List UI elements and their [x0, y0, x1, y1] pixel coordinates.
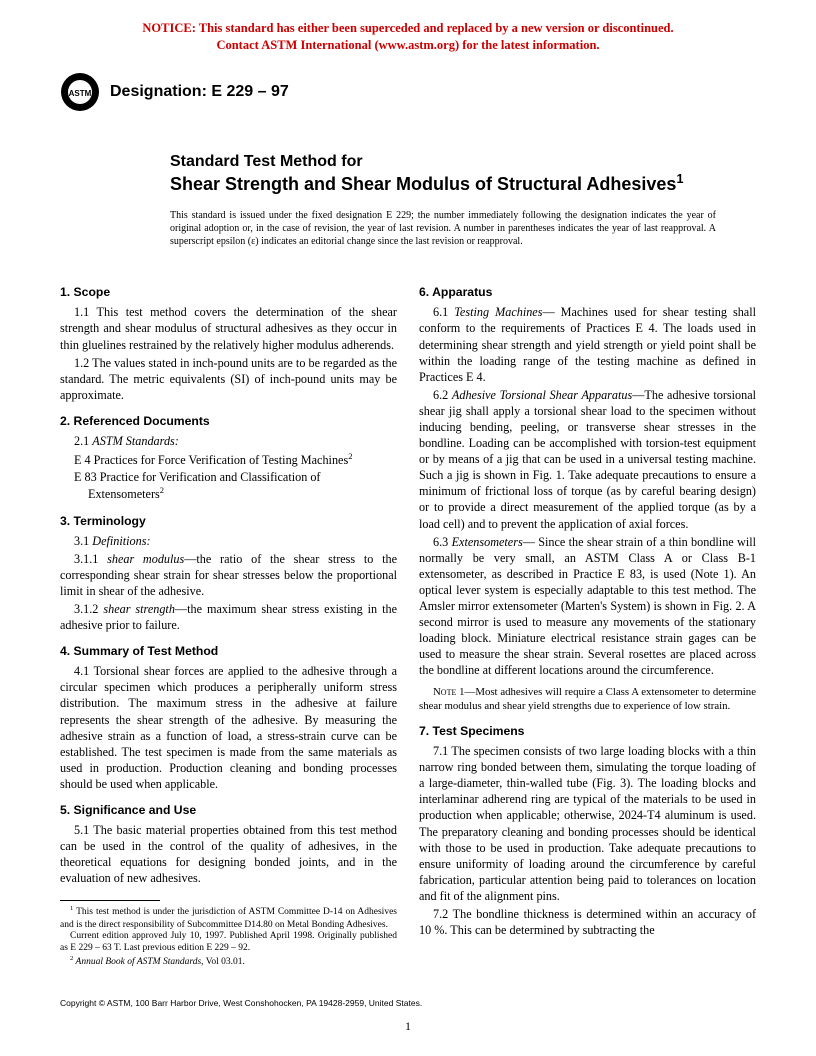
page: NOTICE: This standard has either been su…: [0, 0, 816, 1056]
notice-banner: NOTICE: This standard has either been su…: [60, 20, 756, 54]
sec3-1-2: 3.1.2 shear strength—the maximum shear s…: [60, 601, 397, 633]
sec3-1: 3.1 Definitions:: [60, 533, 397, 549]
title-sup: 1: [676, 172, 683, 186]
copyright-line: Copyright © ASTM, 100 Barr Harbor Drive,…: [60, 998, 422, 1008]
page-number: 1: [0, 1019, 816, 1034]
title-block: Standard Test Method for Shear Strength …: [170, 152, 756, 196]
designation-text: Designation: E 229 – 97: [110, 83, 289, 101]
footnote-1b: Current edition approved July 10, 1997. …: [60, 931, 397, 955]
sec2-e4-sup: 2: [348, 451, 352, 461]
sec6-3-label: 6.3: [433, 535, 452, 549]
sec3-1-2-label: 3.1.2: [74, 602, 103, 616]
notice-line2: Contact ASTM International (www.astm.org…: [216, 38, 599, 52]
note1-label: Note 1: [433, 686, 465, 698]
fn2-tail: Vol 03.01.: [204, 957, 245, 967]
sec5-head: 5. Significance and Use: [60, 802, 397, 818]
sec2-e4: E 4 Practices for Force Verification of …: [74, 451, 397, 468]
sec6-1-label: 6.1: [433, 305, 454, 319]
sec3-1-ital: Definitions:: [92, 534, 150, 548]
sec6-head: 6. Apparatus: [419, 284, 756, 300]
sec3-1-1-term: shear modulus: [107, 552, 184, 566]
note1-body: —Most adhesives will require a Class A e…: [419, 686, 756, 712]
sec6-3-term: Extensometers: [452, 535, 523, 549]
right-column: 6. Apparatus 6.1 Testing Machines— Machi…: [419, 274, 756, 969]
columns: 1. Scope 1.1 This test method covers the…: [60, 274, 756, 969]
note-1: Note 1—Most adhesives will require a Cla…: [419, 685, 756, 714]
sec2-head: 2. Referenced Documents: [60, 413, 397, 429]
sec7-head: 7. Test Specimens: [419, 723, 756, 739]
sec6-2-body: —The adhesive torsional shear jig shall …: [419, 388, 756, 531]
sec6-2-label: 6.2: [433, 388, 452, 402]
issuance-note: This standard is issued under the fixed …: [170, 209, 716, 248]
footnote-2: 2 Annual Book of ASTM Standards, Vol 03.…: [60, 955, 397, 969]
title-line2: Shear Strength and Shear Modulus of Stru…: [170, 172, 756, 196]
sec2-1-ital: ASTM Standards:: [92, 434, 179, 448]
sec3-1-1-label: 3.1.1: [74, 552, 107, 566]
sec6-2: 6.2 Adhesive Torsional Shear Apparatus—T…: [419, 387, 756, 532]
sec7-2: 7.2 The bondline thickness is determined…: [419, 906, 756, 938]
svg-text:ASTM: ASTM: [69, 89, 92, 98]
left-column: 1. Scope 1.1 This test method covers the…: [60, 274, 397, 969]
sec1-2: 1.2 The values stated in inch-pound unit…: [60, 355, 397, 403]
fn1-body: This test method is under the jurisdicti…: [60, 908, 397, 930]
sec4-1: 4.1 Torsional shear forces are applied t…: [60, 663, 397, 792]
title-line2-text: Shear Strength and Shear Modulus of Stru…: [170, 174, 676, 194]
sec6-3-body: — Since the shear strain of a thin bondl…: [419, 535, 756, 678]
header-row: ASTM Designation: E 229 – 97: [60, 72, 756, 112]
sec1-1: 1.1 This test method covers the determin…: [60, 304, 397, 352]
sec3-1-label: 3.1: [74, 534, 92, 548]
notice-line1: NOTICE: This standard has either been su…: [142, 21, 673, 35]
sec2-1: 2.1 ASTM Standards:: [60, 433, 397, 449]
footnote-rule: [60, 900, 160, 901]
astm-logo-icon: ASTM: [60, 72, 100, 112]
footnote-1: 1 This test method is under the jurisdic…: [60, 905, 397, 931]
sec4-head: 4. Summary of Test Method: [60, 643, 397, 659]
sec6-1-term: Testing Machines: [454, 305, 542, 319]
sec6-2-term: Adhesive Torsional Shear Apparatus: [452, 388, 632, 402]
sec6-1: 6.1 Testing Machines— Machines used for …: [419, 304, 756, 384]
fn2-ital: Annual Book of ASTM Standards,: [73, 957, 203, 967]
sec2-e4-text: E 4 Practices for Force Verification of …: [74, 453, 348, 467]
title-line1: Standard Test Method for: [170, 152, 756, 172]
sec5-1: 5.1 The basic material properties obtain…: [60, 822, 397, 886]
sec2-e83: E 83 Practice for Verification and Class…: [74, 469, 397, 502]
sec2-e83-text: E 83 Practice for Verification and Class…: [74, 470, 321, 501]
sec7-1: 7.1 The specimen consists of two large l…: [419, 743, 756, 904]
sec3-1-2-term: shear strength: [103, 602, 175, 616]
sec6-3: 6.3 Extensometers— Since the shear strai…: [419, 534, 756, 679]
sec2-e83-sup: 2: [160, 485, 164, 495]
sec2-1-label: 2.1: [74, 434, 92, 448]
sec3-head: 3. Terminology: [60, 513, 397, 529]
sec3-1-1: 3.1.1 shear modulus—the ratio of the she…: [60, 551, 397, 599]
sec1-head: 1. Scope: [60, 284, 397, 300]
